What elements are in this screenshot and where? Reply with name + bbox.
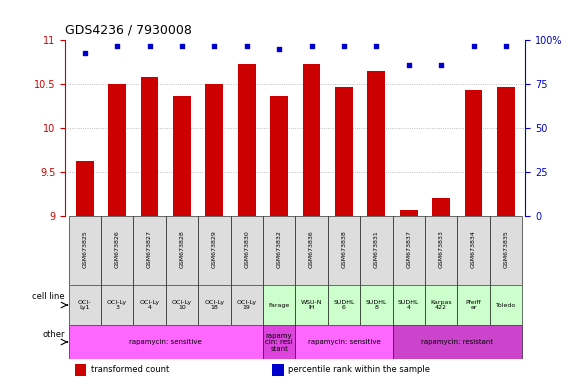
Bar <box>360 216 392 285</box>
Bar <box>166 216 198 285</box>
Text: Toledo: Toledo <box>496 303 516 308</box>
Text: cell line: cell line <box>32 292 65 301</box>
Text: OCI-Ly
10: OCI-Ly 10 <box>172 300 192 310</box>
Text: OCI-Ly
19: OCI-Ly 19 <box>237 300 257 310</box>
Bar <box>328 285 360 325</box>
Bar <box>432 199 450 216</box>
Point <box>437 62 446 68</box>
Bar <box>133 216 166 285</box>
Text: GSM673831: GSM673831 <box>374 230 379 268</box>
Bar <box>69 216 101 285</box>
Text: GSM673837: GSM673837 <box>406 230 411 268</box>
Bar <box>295 285 328 325</box>
Text: GSM673838: GSM673838 <box>341 230 346 268</box>
Point <box>145 43 154 49</box>
Text: GDS4236 / 7930008: GDS4236 / 7930008 <box>65 23 192 36</box>
Point <box>80 50 89 56</box>
Point <box>404 62 414 68</box>
Bar <box>295 216 328 285</box>
Point <box>274 46 283 52</box>
Text: GSM673826: GSM673826 <box>115 230 120 268</box>
Bar <box>69 285 101 325</box>
Text: rapamycin: resistant: rapamycin: resistant <box>421 339 494 345</box>
Bar <box>497 87 515 216</box>
Text: OCI-Ly
3: OCI-Ly 3 <box>107 300 127 310</box>
Text: rapamycin: sensitive: rapamycin: sensitive <box>130 339 202 345</box>
Text: other: other <box>42 330 65 339</box>
Bar <box>490 285 522 325</box>
Point <box>469 43 478 49</box>
Bar <box>263 285 295 325</box>
Bar <box>76 161 94 216</box>
Bar <box>198 285 231 325</box>
Text: GSM673829: GSM673829 <box>212 230 217 268</box>
Point <box>502 43 511 49</box>
Bar <box>263 325 295 359</box>
Text: GSM673833: GSM673833 <box>438 230 444 268</box>
Bar <box>166 285 198 325</box>
Bar <box>69 325 263 359</box>
Bar <box>133 285 166 325</box>
Point <box>307 43 316 49</box>
Text: SUDHL
4: SUDHL 4 <box>398 300 420 310</box>
Text: Farage: Farage <box>269 303 290 308</box>
Bar <box>457 285 490 325</box>
Text: SUDHL
6: SUDHL 6 <box>333 300 354 310</box>
Text: GSM673836: GSM673836 <box>309 230 314 268</box>
Text: GSM673835: GSM673835 <box>503 230 508 268</box>
Text: rapamy
cin: resi
stant: rapamy cin: resi stant <box>265 333 293 351</box>
Point <box>112 43 122 49</box>
Bar <box>198 216 231 285</box>
Bar <box>392 325 522 359</box>
Bar <box>263 216 295 285</box>
Bar <box>74 364 86 376</box>
Text: Pfeiff
er: Pfeiff er <box>466 300 481 310</box>
Bar <box>231 285 263 325</box>
Bar <box>303 64 320 216</box>
Bar <box>490 216 522 285</box>
Text: SUDHL
8: SUDHL 8 <box>366 300 387 310</box>
Bar <box>367 71 385 216</box>
Text: percentile rank within the sample: percentile rank within the sample <box>289 365 431 374</box>
Bar <box>101 216 133 285</box>
Point <box>210 43 219 49</box>
Text: GSM673825: GSM673825 <box>82 230 87 268</box>
Bar <box>425 216 457 285</box>
Bar <box>173 96 191 216</box>
Text: Karpas
422: Karpas 422 <box>431 300 452 310</box>
Text: GSM673828: GSM673828 <box>179 230 185 268</box>
Bar <box>328 216 360 285</box>
Bar <box>360 285 392 325</box>
Text: GSM673834: GSM673834 <box>471 230 476 268</box>
Text: GSM673832: GSM673832 <box>277 230 282 268</box>
Point <box>340 43 349 49</box>
Bar <box>273 364 284 376</box>
Text: OCI-Ly
4: OCI-Ly 4 <box>140 300 160 310</box>
Bar <box>425 285 457 325</box>
Point <box>177 43 186 49</box>
Bar <box>295 325 392 359</box>
Text: transformed count: transformed count <box>91 365 169 374</box>
Bar <box>392 216 425 285</box>
Text: OCI-
Ly1: OCI- Ly1 <box>78 300 91 310</box>
Bar <box>141 77 158 216</box>
Point <box>372 43 381 49</box>
Bar <box>108 84 126 216</box>
Bar <box>231 216 263 285</box>
Text: GSM673830: GSM673830 <box>244 230 249 268</box>
Text: rapamycin: sensitive: rapamycin: sensitive <box>308 339 381 345</box>
Bar <box>270 96 288 216</box>
Point <box>242 43 251 49</box>
Bar <box>465 90 482 216</box>
Bar <box>392 285 425 325</box>
Bar <box>400 210 417 216</box>
Bar <box>101 285 133 325</box>
Text: OCI-Ly
18: OCI-Ly 18 <box>204 300 224 310</box>
Bar <box>335 87 353 216</box>
Bar <box>206 84 223 216</box>
Text: WSU-N
IH: WSU-N IH <box>301 300 322 310</box>
Text: GSM673827: GSM673827 <box>147 230 152 268</box>
Bar <box>457 216 490 285</box>
Bar <box>238 64 256 216</box>
